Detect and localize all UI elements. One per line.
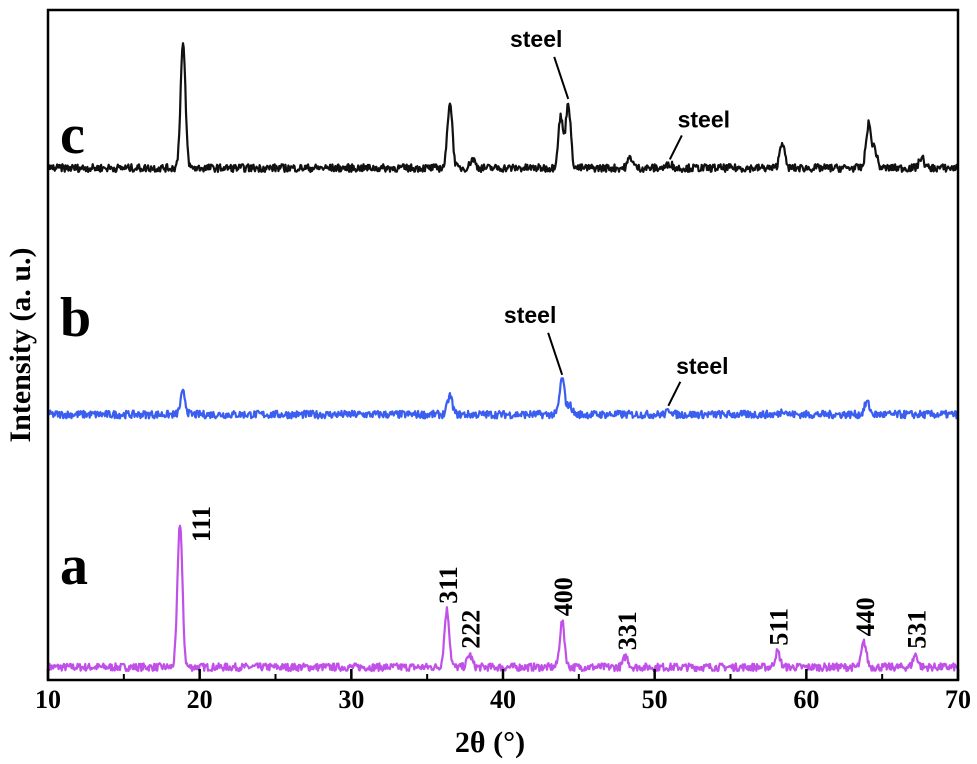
peak-label-111: 111 xyxy=(187,506,216,542)
steel-leader-line xyxy=(547,332,564,376)
x-tick-label: 60 xyxy=(793,685,819,714)
x-tick-label: 30 xyxy=(338,685,364,714)
peak-label-331: 331 xyxy=(613,611,642,650)
plot-frame xyxy=(46,8,960,682)
x-axis: 10 20 30 40 50 60 70 xyxy=(35,669,971,714)
panel-label-a: a xyxy=(60,535,88,597)
steel-label: steel xyxy=(510,26,562,52)
peak-label-400: 400 xyxy=(549,577,578,616)
x-axis-label: 2θ (°) xyxy=(455,726,525,759)
series-line-c xyxy=(47,42,959,173)
peak-labels: 111 311 222 400 331 511 440 531 xyxy=(187,506,932,650)
panel-label-c: c xyxy=(60,104,85,166)
x-tick-label: 20 xyxy=(187,685,213,714)
steel-leader-line xyxy=(668,134,683,160)
steel-annotations: steel steel steel steel xyxy=(504,26,730,407)
x-tick-label: 50 xyxy=(642,685,668,714)
steel-leader-line xyxy=(667,381,682,407)
peak-label-222: 222 xyxy=(457,610,486,649)
x-tick-label: 40 xyxy=(490,685,516,714)
x-tick-label: 10 xyxy=(35,685,61,714)
peak-label-511: 511 xyxy=(765,608,794,646)
trace-layer xyxy=(47,42,959,673)
series-line-a xyxy=(47,524,959,673)
series-line-b xyxy=(47,377,959,420)
peak-label-311: 311 xyxy=(434,566,463,604)
steel-leader-line xyxy=(553,56,570,100)
y-axis-label: Intensity (a. u.) xyxy=(4,247,37,442)
peak-label-531: 531 xyxy=(903,610,932,649)
panel-label-b: b xyxy=(60,287,91,349)
steel-label: steel xyxy=(504,302,556,328)
steel-label: steel xyxy=(676,353,728,379)
steel-label: steel xyxy=(678,106,730,132)
peak-label-440: 440 xyxy=(851,597,880,636)
x-tick-label: 70 xyxy=(945,685,971,714)
